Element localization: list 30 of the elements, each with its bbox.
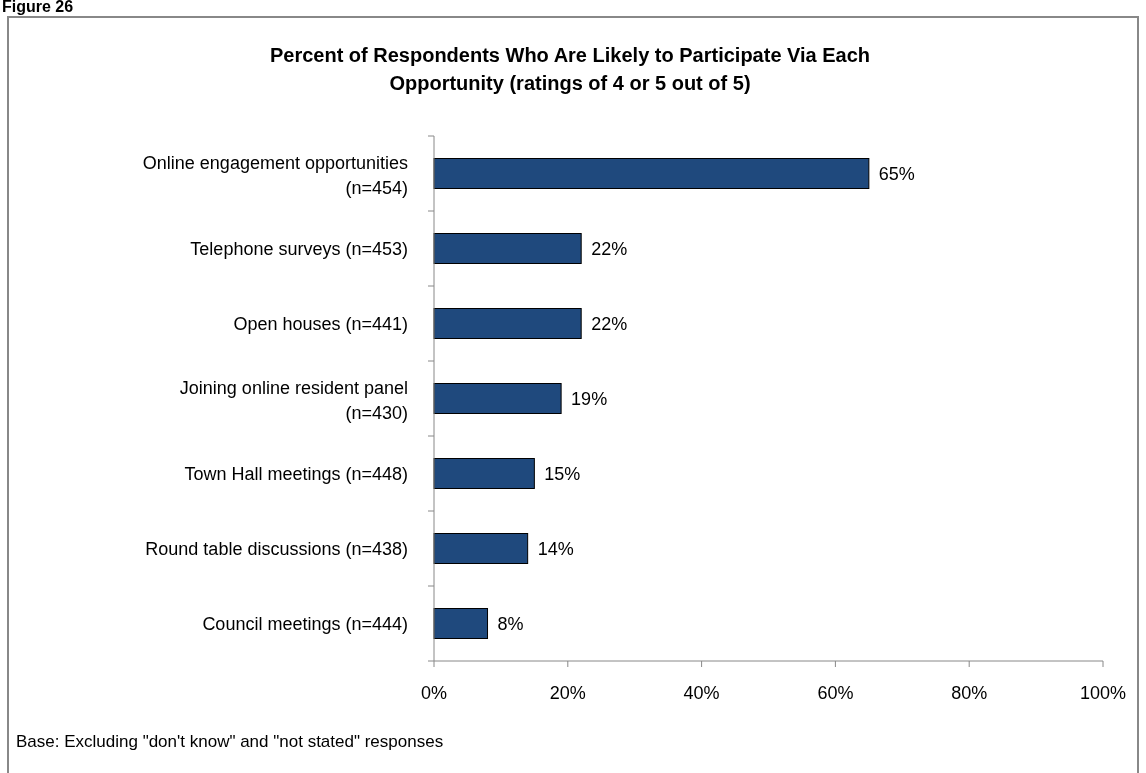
bar <box>433 233 582 264</box>
x-tick-label: 80% <box>951 683 988 703</box>
data-label: 65% <box>878 163 915 184</box>
y-tick-label: Telephone surveys (n=453) <box>190 238 408 259</box>
caption: Figure 26 <box>2 0 74 15</box>
bar <box>433 383 562 414</box>
y-tick-label: Council meetings (n=444) <box>202 613 408 634</box>
x-tick-label: 60% <box>817 683 854 703</box>
chart-title: Percent of Respondents Who Are Likely to Participate Via Each Opportunity (ratings of 4 or 5 out of 5) <box>269 44 871 94</box>
x-tick-label: 100% <box>1079 683 1127 703</box>
bar <box>433 533 529 564</box>
y-tick-label: Joining online resident panel (n=430) <box>179 377 408 423</box>
data-label: 14% <box>537 538 574 559</box>
data-label: 22% <box>591 313 628 334</box>
text: Base: Excluding "don't know" and "not stated" responses <box>16 732 444 751</box>
data-label: 8% <box>497 613 524 634</box>
bar <box>433 158 870 189</box>
data-label: 19% <box>571 388 608 409</box>
x-tick-label: 0% <box>420 683 448 703</box>
x-tick-label: 20% <box>549 683 586 703</box>
y-tick-label: Online engagement opportunities (n=454) <box>142 152 408 198</box>
x-tick-label: 40% <box>683 683 720 703</box>
data-label: 15% <box>544 463 581 484</box>
bar <box>433 608 489 639</box>
bar <box>433 458 535 489</box>
data-label: 22% <box>591 238 628 259</box>
y-tick-label: Open houses (n=441) <box>233 313 408 334</box>
y-tick-label: Round table discussions (n=438) <box>145 538 408 559</box>
bar <box>433 308 582 339</box>
y-tick-label: Town Hall meetings (n=448) <box>184 463 408 484</box>
